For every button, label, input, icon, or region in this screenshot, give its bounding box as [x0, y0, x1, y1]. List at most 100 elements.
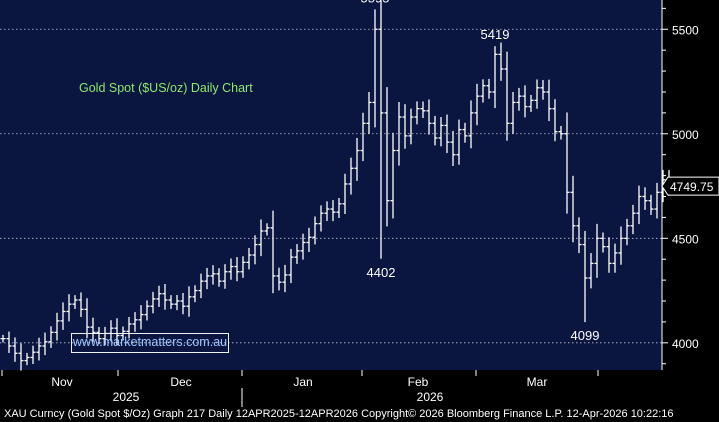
ohlc-bar [66, 294, 72, 322]
ohlc-bar [600, 232, 606, 253]
ohlc-bar [192, 285, 198, 303]
ohlc-bar [150, 291, 156, 314]
ohlc-bar [378, 0, 384, 259]
ohlc-bar [540, 80, 546, 100]
price-annotation: 4099 [571, 328, 600, 343]
ohlc-bar [414, 101, 420, 125]
ohlc-bar [60, 302, 66, 330]
ohlc-bar [432, 115, 438, 146]
x-month-label: Nov [51, 375, 72, 389]
ohlc-bar [366, 91, 372, 134]
ohlc-bar [486, 78, 492, 99]
ohlc-bar [174, 295, 180, 311]
ohlc-bar [240, 256, 246, 278]
ohlc-bar [342, 173, 348, 215]
ohlc-bar [462, 122, 468, 143]
ohlc-bar [228, 258, 234, 280]
watermark-link[interactable]: www.marketmatters.com.au [71, 333, 229, 353]
ohlc-bar [384, 87, 390, 227]
y-tick-label: 5500 [672, 23, 699, 37]
ohlc-bar [48, 326, 54, 348]
ohlc-bar [144, 300, 150, 321]
ohlc-bar [222, 264, 228, 289]
ohlc-bar [474, 83, 480, 126]
y-tick-label: 4000 [672, 337, 699, 351]
ohlc-bar [642, 187, 648, 210]
ohlc-bar [216, 268, 222, 287]
ohlc-bar [126, 316, 132, 339]
ohlc-bar [294, 244, 300, 264]
last-price-label: 4749.75 [670, 180, 714, 194]
last-price-tag: 4749.75 [661, 176, 719, 196]
ohlc-bar [168, 295, 174, 309]
ohlc-bar [180, 293, 186, 315]
ohlc-bar [30, 345, 36, 364]
ohlc-bar [18, 343, 24, 371]
ohlc-bar [456, 119, 462, 165]
chart-title: Gold Spot ($US/oz) Daily Chart [79, 81, 253, 95]
ohlc-bar [72, 295, 78, 309]
x-year-label: 2025 [113, 390, 140, 404]
ohlc-bar [252, 235, 258, 265]
ohlc-bar [24, 352, 30, 366]
ohlc-bar [288, 248, 294, 284]
ohlc-bar [156, 285, 162, 307]
ohlc-bar [618, 226, 624, 265]
ohlc-bar [426, 99, 432, 135]
plot-background [0, 0, 662, 370]
ohlc-bar [210, 265, 216, 285]
ohlc-bar [576, 217, 582, 254]
ohlc-bar [564, 112, 570, 214]
ohlc-bar [360, 112, 366, 162]
ohlc-bar [276, 267, 282, 291]
ohlc-bar [300, 233, 306, 260]
ohlc-bar [636, 185, 642, 225]
ohlc-bar [282, 264, 288, 293]
ohlc-bar [588, 253, 594, 289]
ohlc-bar [522, 85, 528, 118]
ohlc-bar [582, 230, 588, 323]
annotations: 5595 5419 4402 4099 [361, 0, 600, 343]
ohlc-bars [0, 0, 672, 371]
ohlc-bar [630, 204, 636, 235]
y-tick-label: 4500 [672, 232, 699, 246]
ohlc-bar [570, 175, 576, 243]
ohlc-bar [624, 218, 630, 246]
x-month-label: Feb [408, 375, 429, 389]
ohlc-bar [114, 318, 120, 346]
ohlc-bar [516, 87, 522, 111]
ohlc-bar [132, 312, 138, 332]
ohlc-bar [6, 331, 12, 354]
price-annotation: 5595 [361, 0, 390, 5]
ohlc-bar [450, 130, 456, 166]
ohlc-bar [0, 334, 6, 343]
ohlc-bar [138, 305, 144, 330]
ohlc-bar [408, 108, 414, 145]
ohlc-bar [96, 327, 102, 344]
ohlc-bar [204, 267, 210, 290]
ohlc-bar [36, 337, 42, 361]
ohlc-bar [330, 200, 336, 222]
ohlc-bar [90, 317, 96, 342]
y-tick-label: 5000 [672, 128, 699, 142]
ohlc-bar [258, 219, 264, 257]
ohlc-bar [372, 9, 378, 128]
ohlc-bar [654, 182, 660, 219]
ohlc-bar [402, 104, 408, 149]
ohlc-bar [42, 332, 48, 356]
ohlc-bar [12, 337, 18, 362]
ohlc-bar [594, 223, 600, 278]
ohlc-bar [318, 205, 324, 232]
price-annotation: 5419 [481, 27, 510, 42]
ohlc-bar [468, 100, 474, 149]
ohlc-bar [648, 194, 654, 215]
x-year-label: 2026 [417, 390, 444, 404]
x-month-label: Mar [527, 375, 548, 389]
ohlc-bar [348, 157, 354, 195]
ohlc-bar [354, 137, 360, 181]
ohlc-bar [54, 312, 60, 341]
ohlc-bar [498, 42, 504, 81]
ohlc-bar [438, 117, 444, 147]
ohlc-bar [78, 292, 84, 317]
